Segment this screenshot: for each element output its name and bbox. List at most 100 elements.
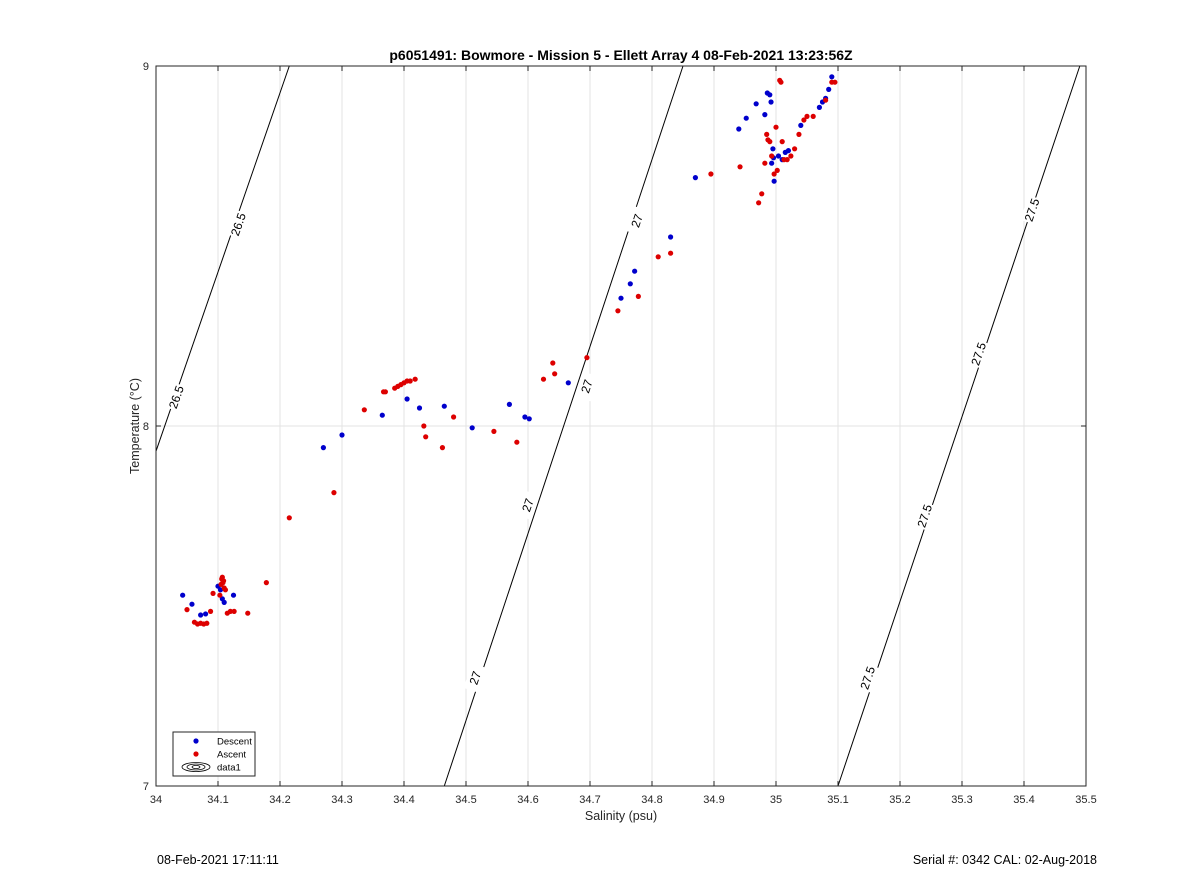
descent-point <box>632 268 638 274</box>
ascent-point <box>514 439 520 445</box>
ascent-point <box>801 117 807 123</box>
contour-label: 27.5 <box>857 664 878 691</box>
contour-label: 27.5 <box>914 502 935 529</box>
descent-point <box>798 122 804 128</box>
contour-label: 27 <box>628 212 646 229</box>
descent-point <box>736 126 742 132</box>
x-tick-label: 35.3 <box>951 794 972 806</box>
descent-point <box>230 592 237 598</box>
ascent-point <box>784 157 790 163</box>
ascent-point <box>778 79 784 85</box>
x-tick-label: 35.2 <box>889 794 910 806</box>
ascent-point <box>584 355 590 361</box>
x-tick-label: 35.1 <box>827 794 848 806</box>
descent-point <box>565 380 571 386</box>
ascent-point <box>451 414 457 420</box>
contour-label-background <box>913 501 937 531</box>
x-tick-label: 34.8 <box>641 794 662 806</box>
contour-label-background <box>164 382 189 413</box>
ascent-point <box>550 360 556 366</box>
x-tick-label: 35.4 <box>1013 794 1034 806</box>
contour-label-background <box>575 371 599 402</box>
ascent-point <box>382 389 388 395</box>
descent-point <box>189 601 195 607</box>
contour-label-background <box>463 663 487 693</box>
x-tick-label: 34.1 <box>207 794 228 806</box>
x-tick-label: 34.9 <box>703 794 724 806</box>
data-points <box>180 74 838 627</box>
ascent-point <box>737 164 743 170</box>
ascent-point <box>764 131 770 137</box>
legend-label: Descent <box>217 737 252 748</box>
descent-point <box>203 611 209 617</box>
y-tick-label: 8 <box>143 421 149 433</box>
descent-point <box>785 148 792 154</box>
descent-point <box>762 112 768 118</box>
ascent-point <box>361 407 367 413</box>
ascent-point <box>552 371 558 377</box>
descent-point <box>416 405 423 411</box>
ascent-point <box>779 139 785 145</box>
ascent-point <box>635 293 641 299</box>
ascent-point <box>286 515 292 521</box>
descent-point <box>767 92 773 98</box>
ascent-point <box>668 250 674 256</box>
legend-contour-icon <box>181 762 211 772</box>
descent-point <box>522 414 528 420</box>
ascent-point <box>412 376 418 382</box>
footer-timestamp: 08-Feb-2021 17:11:11 <box>157 853 279 867</box>
x-axis-label: Salinity (psu) <box>585 809 657 823</box>
descent-point <box>743 115 749 121</box>
descent-point <box>526 416 532 422</box>
ascent-point <box>762 160 768 166</box>
legend: Descent Ascent data1 <box>172 731 256 777</box>
ascent-point <box>263 580 269 586</box>
ascent-point <box>245 610 251 616</box>
descent-point <box>668 234 674 240</box>
legend-box <box>172 731 256 777</box>
ascent-point <box>756 200 762 206</box>
ascent-point <box>759 191 765 197</box>
ascent-point <box>227 608 233 615</box>
x-tick-label: 35.5 <box>1075 794 1096 806</box>
descent-point <box>829 74 835 80</box>
descent-point <box>692 175 699 181</box>
contour-label-background <box>1020 195 1044 225</box>
descent-point <box>753 101 759 107</box>
descent-point <box>768 99 774 105</box>
ascent-point <box>771 171 777 177</box>
descent-point <box>221 599 227 606</box>
ascent-point <box>615 308 621 314</box>
density-contour-line <box>837 65 1081 787</box>
y-tick-label: 9 <box>143 61 149 73</box>
descent-point <box>627 281 633 287</box>
ascent-point <box>439 445 446 451</box>
x-tick-label: 34.6 <box>517 794 538 806</box>
ascent-point <box>220 578 227 584</box>
grid-lines <box>155 65 1087 787</box>
descent-point <box>816 104 823 110</box>
ascent-point <box>231 608 237 615</box>
x-tick-label: 34 <box>150 794 162 806</box>
ascent-point <box>774 167 780 173</box>
contour-label-background <box>856 663 880 693</box>
y-tick-label: 7 <box>143 781 149 793</box>
ascent-point <box>222 587 229 593</box>
x-tick-label: 34.3 <box>331 794 352 806</box>
descent-point <box>826 86 832 92</box>
ascent-point <box>769 153 775 159</box>
descent-point <box>771 178 777 184</box>
ascent-point <box>708 171 714 177</box>
legend-label: data1 <box>217 763 241 774</box>
chart-title: p6051491: Bowmore - Mission 5 - Ellett A… <box>389 47 853 63</box>
ascent-point <box>796 131 802 137</box>
ascent-point <box>184 607 190 613</box>
density-contours: 26.5 26.5 27 27 27 27 27.5 27.5 27.5 27.5 <box>155 65 1081 787</box>
ascent-point <box>810 113 816 119</box>
contour-label-background <box>625 205 649 236</box>
contour-label: 26.5 <box>228 211 249 238</box>
contour-label-background <box>226 209 251 240</box>
descent-point <box>469 425 475 431</box>
ascent-point <box>210 590 216 597</box>
